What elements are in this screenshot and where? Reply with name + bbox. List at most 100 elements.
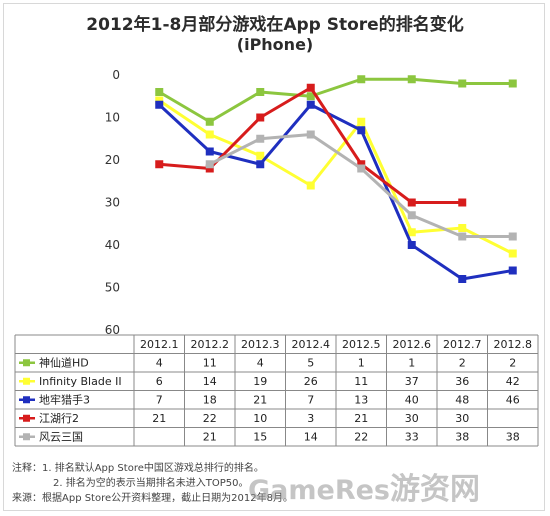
table-cell: 37 (405, 375, 419, 388)
table-cell: 19 (253, 375, 267, 388)
data-point (458, 224, 467, 232)
table-cell: 13 (354, 394, 368, 407)
data-point (256, 160, 265, 169)
table-cell: 3 (307, 412, 314, 425)
data-point (458, 232, 467, 241)
x-tick-label: 2012.5 (342, 338, 381, 351)
legend-marker (23, 377, 30, 385)
y-tick-label: 50 (105, 281, 120, 295)
table-cell: 30 (405, 412, 419, 425)
chart-frame (3, 3, 545, 511)
x-tick-label: 2012.8 (494, 338, 533, 351)
data-point (306, 181, 315, 190)
table-cell: 21 (354, 412, 368, 425)
legend-marker (23, 396, 30, 404)
table-cell: 1 (408, 357, 415, 370)
data-point (205, 117, 214, 126)
watermark-cn: 游资网 (390, 472, 481, 507)
data-point (205, 130, 214, 139)
table-cell: 30 (455, 412, 469, 425)
table-cell: 48 (455, 394, 469, 407)
x-tick-label: 2012.4 (292, 338, 331, 351)
table-cell: 22 (354, 431, 368, 444)
data-point (155, 96, 164, 105)
chart-title: 2012年1-8月部分游戏在App Store的排名变化 (86, 15, 464, 35)
table-cell: 33 (405, 431, 419, 444)
data-point (306, 130, 315, 139)
data-point (357, 160, 366, 169)
series-line (209, 133, 513, 238)
chart-subtitle: (iPhone) (236, 35, 314, 54)
table-cell: 10 (253, 412, 267, 425)
data-point (508, 79, 517, 88)
table-cell: 46 (506, 394, 520, 407)
data-point (458, 79, 467, 88)
legend-marker (23, 414, 30, 422)
data-point (306, 83, 315, 92)
legend-marker (23, 433, 30, 441)
table-cell: 5 (307, 357, 314, 370)
legend-marker (23, 359, 30, 367)
x-tick-label: 2012.1 (140, 338, 179, 351)
y-tick-label: 30 (105, 196, 120, 210)
legend-label: 地牢猎手3 (39, 393, 90, 407)
y-tick-label: 10 (105, 111, 120, 125)
x-tick-label: 2012.6 (393, 338, 432, 351)
data-point (256, 113, 265, 122)
table-cell: 4 (156, 357, 163, 370)
data-point (357, 126, 366, 135)
table-cell: 21 (203, 431, 217, 444)
table-cell: 4 (257, 357, 264, 370)
table-cell: 6 (156, 375, 163, 388)
data-point (458, 198, 467, 207)
footnote-1: 注释：1. 排名默认App Store中国区游戏总排行的排名。 (12, 463, 264, 474)
watermark-latin: GameRes (248, 475, 391, 506)
data-point (407, 75, 416, 84)
x-tick-label: 2012.7 (443, 338, 482, 351)
data-point (508, 249, 517, 258)
table-cell: 11 (203, 357, 217, 370)
data-point (357, 164, 366, 173)
data-point (205, 147, 214, 156)
table-cell: 21 (152, 412, 166, 425)
table-cell: 26 (304, 375, 318, 388)
data-point (407, 211, 416, 220)
data-point (155, 100, 164, 109)
watermark: GameRes游资网 (248, 464, 480, 508)
table-cell: 15 (253, 431, 267, 444)
data-point (508, 232, 517, 241)
table-cell: 14 (203, 375, 217, 388)
data-point (357, 75, 366, 84)
data-point (256, 134, 265, 143)
table-cell: 18 (203, 394, 217, 407)
legend-label: 江湖行2 (39, 412, 79, 425)
data-point (407, 241, 416, 249)
legend-label: 风云三国 (39, 431, 83, 444)
table-cell: 40 (405, 394, 419, 407)
data-point (458, 275, 467, 283)
table-cell: 11 (354, 375, 368, 388)
footnote-2: 2. 排名为空的表示当期排名未进入TOP50。 (53, 478, 249, 489)
series-line (158, 99, 514, 255)
series-line (158, 77, 513, 124)
table-cell: 22 (203, 412, 217, 425)
y-tick-label: 60 (105, 323, 120, 337)
data-point (407, 228, 416, 237)
table-cell: 1 (358, 357, 365, 370)
table-cell: 42 (506, 375, 520, 388)
table-cell: 7 (156, 394, 163, 407)
x-tick-label: 2012.3 (241, 338, 280, 351)
y-tick-label: 20 (105, 153, 120, 167)
data-point (256, 88, 265, 96)
y-tick-label: 40 (105, 238, 120, 252)
table-cell: 2 (459, 357, 466, 370)
legend-label: Infinity Blade II (39, 375, 122, 388)
data-point (407, 198, 416, 207)
data-point (306, 100, 315, 109)
source-note: 来源：根据App Store公开资料整理，截止日期为2012年8月。 (12, 493, 293, 504)
data-point (155, 160, 164, 169)
table-cell: 36 (455, 375, 469, 388)
table-cell: 21 (253, 394, 267, 407)
table-cell: 14 (304, 431, 318, 444)
